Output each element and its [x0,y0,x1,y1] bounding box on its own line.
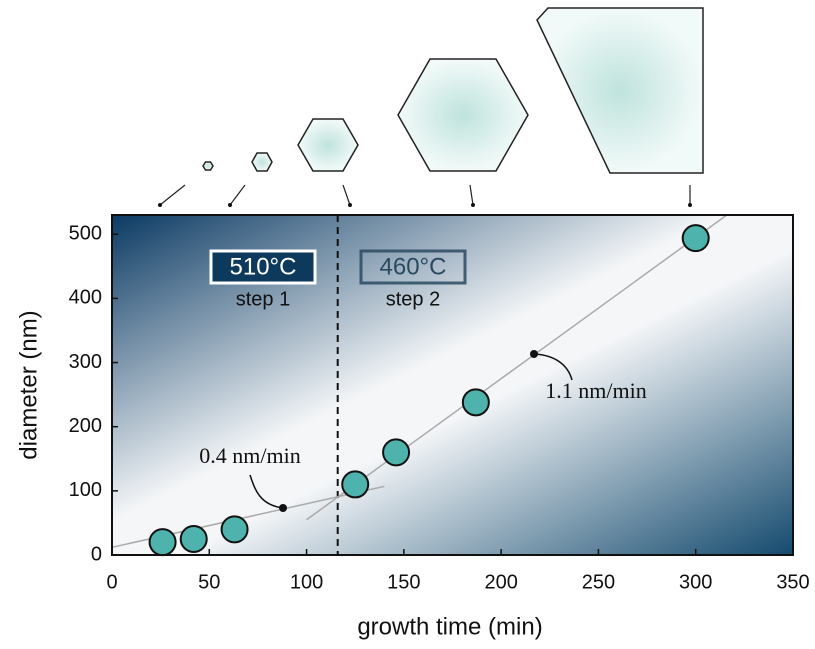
step-name: step 1 [236,288,290,310]
fit-annotation: 1.1 nm/min [545,378,646,403]
data-point [683,225,709,251]
annotation-dot [530,350,538,358]
y-tick-label: 300 [69,351,102,373]
annotation-dot [279,504,287,512]
fit-annotation: 0.4 nm/min [199,443,300,468]
chart: growth time (min) diameter (nm) 510°C ste… [0,0,815,644]
data-point [463,389,489,415]
x-tick-label: 350 [776,571,809,593]
y-axis-label: diameter (nm) [15,310,42,459]
x-tick-label: 300 [679,571,712,593]
x-tick-label: 200 [484,571,517,593]
x-tick-label: 150 [387,571,420,593]
data-point [383,439,409,465]
x-tick-label: 250 [582,571,615,593]
data-point [222,516,248,542]
y-tick-label: 100 [69,479,102,501]
data-point [181,526,207,552]
x-tick-label: 50 [198,571,220,593]
x-tick-label: 100 [290,571,323,593]
step-temperature: 510°C [230,253,297,280]
step-name: step 2 [386,288,440,310]
y-tick-label: 0 [91,543,102,565]
y-tick-label: 400 [69,287,102,309]
data-point [342,471,368,497]
y-tick-label: 200 [69,415,102,437]
x-axis-label: growth time (min) [357,613,542,640]
x-tick-label: 0 [106,571,117,593]
step-temperature: 460°C [380,253,447,280]
data-point [150,529,176,555]
y-tick-label: 500 [69,223,102,245]
crystal-insets [158,8,703,207]
